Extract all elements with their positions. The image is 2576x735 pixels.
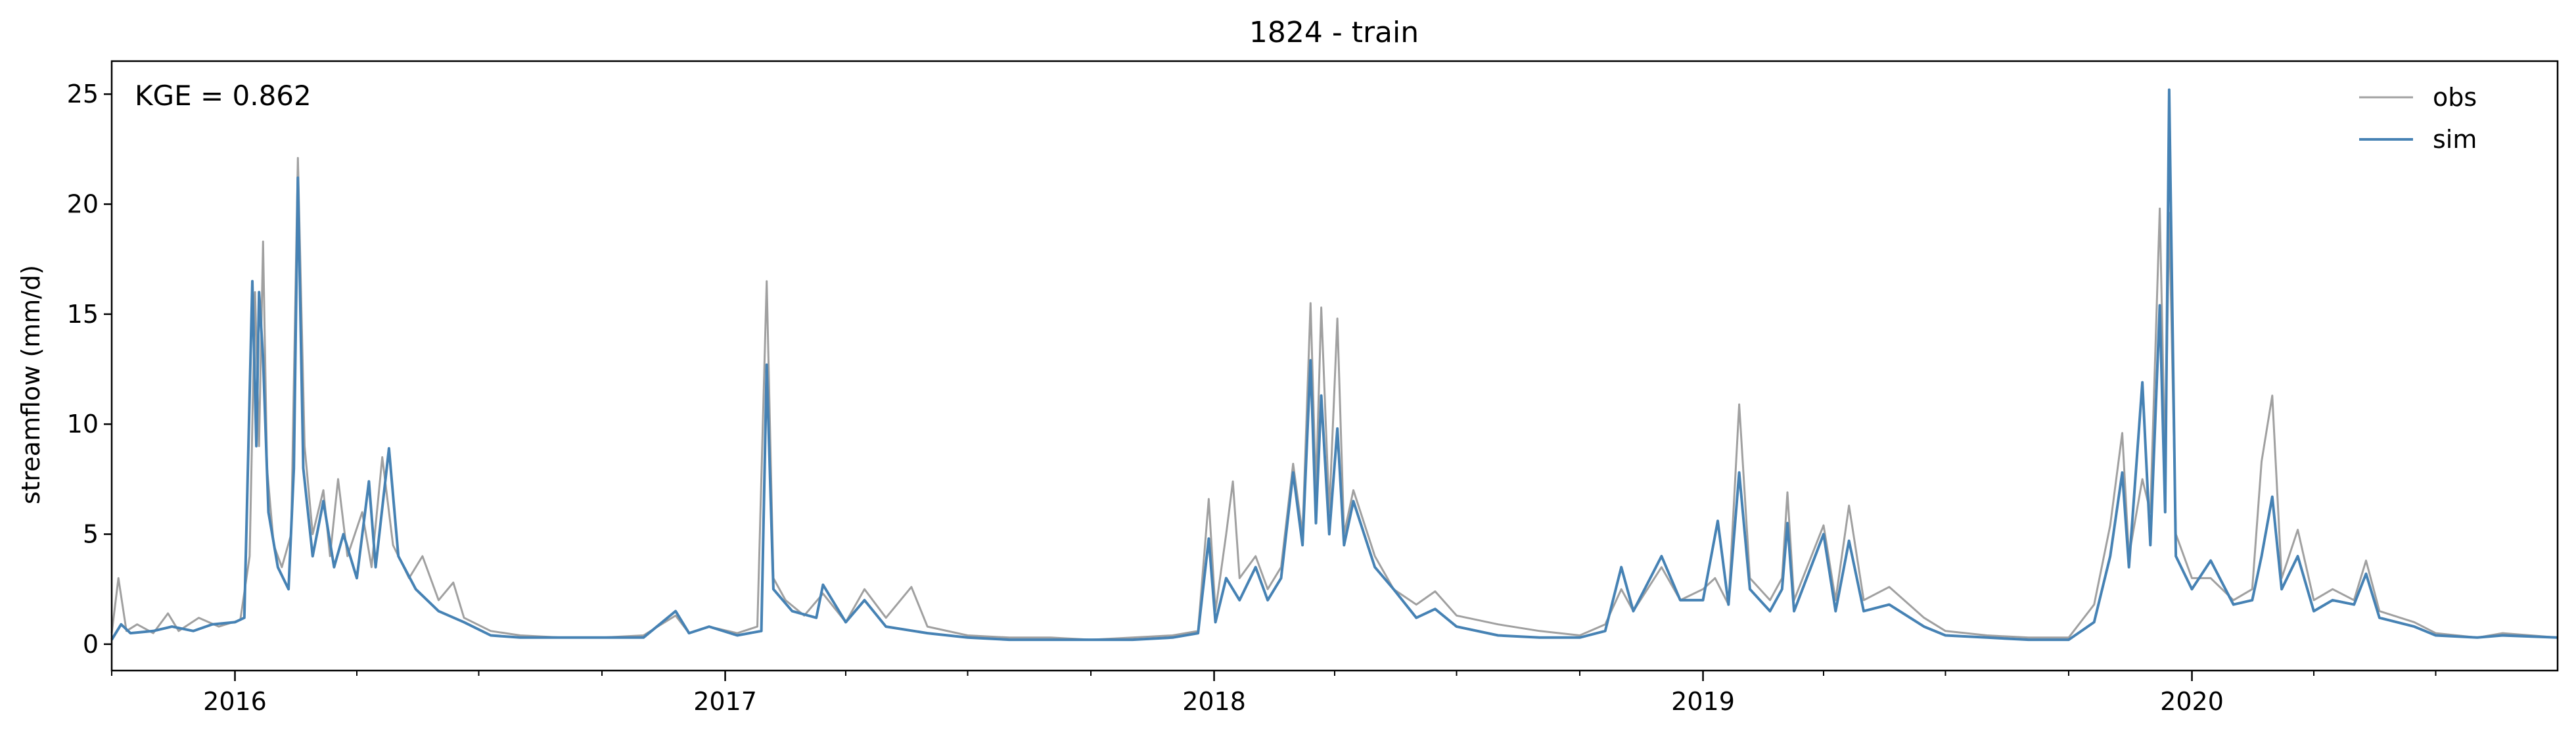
x-tick-label: 2017 — [693, 687, 757, 716]
y-tick-label: 15 — [67, 300, 99, 329]
x-tick-label: 2016 — [203, 687, 267, 716]
x-tick-label: 2018 — [1182, 687, 1246, 716]
y-axis-label: streamflow (mm/d) — [16, 265, 45, 504]
legend-label-sim: sim — [2433, 125, 2477, 154]
y-tick-label: 20 — [67, 190, 99, 219]
series-line-obs — [110, 156, 2558, 641]
kge-annotation: KGE = 0.862 — [135, 80, 311, 112]
legend-label-obs: obs — [2433, 83, 2477, 112]
plot-area: 0 5 10 15 20 25 2016 2017 2018 2019 2020 obs sim — [67, 60, 2559, 716]
y-tick-label: 25 — [67, 80, 99, 108]
y-tick-label: 10 — [67, 410, 99, 439]
chart-title: 1824 - train — [1249, 16, 1419, 49]
x-tick-label: 2020 — [2160, 687, 2224, 716]
y-tick-label: 0 — [83, 630, 99, 659]
series-line-sim — [110, 88, 2558, 642]
x-tick-label: 2019 — [1671, 687, 1735, 716]
y-tick-label: 5 — [83, 520, 99, 549]
